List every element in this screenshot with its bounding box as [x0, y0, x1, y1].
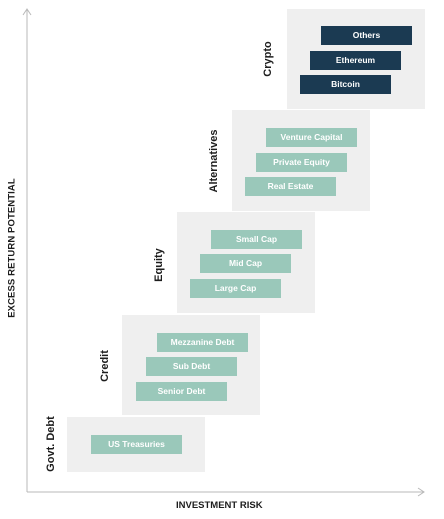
y-axis-arrow: [22, 8, 32, 16]
others-bar: Others: [321, 26, 412, 45]
ethereum-bar: Ethereum: [310, 51, 401, 70]
mid-cap-bar: Mid Cap: [200, 254, 291, 273]
x-axis-label: INVESTMENT RISK: [176, 500, 263, 511]
us-treasuries-bar: US Treasuries: [91, 435, 182, 454]
bitcoin-bar: Bitcoin: [300, 75, 391, 94]
x-axis-arrow: [417, 487, 425, 497]
real-estate-bar: Real Estate: [245, 177, 336, 196]
sub-debt-bar: Sub Debt: [146, 357, 237, 376]
senior-debt-bar: Senior Debt: [136, 382, 227, 401]
private-equity-bar: Private Equity: [256, 153, 347, 172]
venture-capital-bar: Venture Capital: [266, 128, 357, 147]
large-cap-bar: Large Cap: [190, 279, 281, 298]
small-cap-bar: Small Cap: [211, 230, 302, 249]
mezzanine-debt-bar: Mezzanine Debt: [157, 333, 248, 352]
